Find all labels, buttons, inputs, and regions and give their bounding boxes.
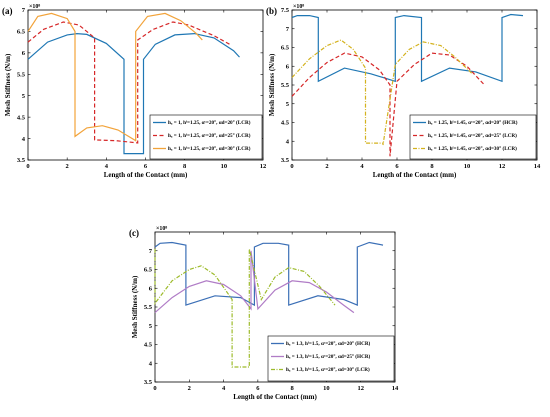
x-tick-label: 8 <box>430 163 434 170</box>
legend-box <box>149 114 263 160</box>
y-axis-label: Mesh Stiffness (N/m) <box>131 275 139 338</box>
series-line-3 <box>27 12 203 142</box>
x-tick-label: 10 <box>221 163 228 170</box>
series-line-1 <box>27 32 240 155</box>
y-axis-label: Mesh Stiffness (N/m) <box>4 53 12 116</box>
legend-entry: hₐ = 1.25, hᶠ=1.45, αᶜ=20°, αd=30° (LCR) <box>428 145 517 152</box>
series-line-3 <box>154 248 336 368</box>
x-tick-label: 10 <box>323 385 330 392</box>
y-tick-label: 6.5 <box>144 267 153 274</box>
x-tick-label: 4 <box>105 163 109 170</box>
legend-entry: hₐ = 1.3, hᶠ=1.5, αᶜ=20°, αd=20° (HCR) <box>286 340 371 347</box>
chart-panel-1 <box>27 9 264 161</box>
x-tick-label: 2 <box>66 163 69 170</box>
y-tick-label: 5.5 <box>281 82 290 89</box>
y-tick-label: 3.5 <box>144 379 153 386</box>
y-tick-label: 6 <box>22 50 26 57</box>
y-tick-label: 5 <box>22 93 26 100</box>
series-line-2 <box>291 52 485 157</box>
y-tick-label: 7 <box>22 7 26 14</box>
y-tick-label: 5.5 <box>17 71 26 78</box>
x-tick-label: 8 <box>183 163 187 170</box>
series-line-3 <box>291 39 473 146</box>
x-tick-label: 2 <box>188 385 191 392</box>
series-line-2 <box>154 250 355 314</box>
x-tick-label: 0 <box>290 163 293 170</box>
y-tick-label: 5 <box>149 323 153 330</box>
x-tick-label: 0 <box>153 385 156 392</box>
y-tick-label: 3.5 <box>17 157 26 164</box>
panel-label: (c) <box>129 228 139 238</box>
legend-entry: hₐ = 1.25, hᶠ=1.45, αᶜ=20°, αd=20° (HCR) <box>428 119 518 126</box>
series-line-1 <box>154 241 384 307</box>
legend-box <box>267 335 395 382</box>
legend-entry: hₐ = 1, hᶠ=1.25, αᶜ=20°, αd=20° (LCR) <box>168 119 251 126</box>
y-axis-label: Mesh Stiffness (N/m) <box>268 53 276 116</box>
y-tick-label: 4 <box>22 136 26 143</box>
y-exponent-label: ×10⁸ <box>293 4 304 10</box>
y-tick-label: 7 <box>286 26 290 33</box>
chart-panel-2 <box>291 9 538 161</box>
y-tick-label: 5.5 <box>144 304 153 311</box>
x-tick-label: 4 <box>360 163 364 170</box>
x-tick-label: 4 <box>222 385 226 392</box>
legend-entry: hₐ = 1.3, hᶠ=1.5, αᶜ=20°, αd=25° (HCR) <box>286 353 371 360</box>
x-tick-label: 6 <box>256 385 260 392</box>
x-tick-label: 0 <box>26 163 29 170</box>
panel-label: (b) <box>266 6 277 16</box>
y-tick-label: 4.5 <box>17 114 26 121</box>
x-tick-label: 6 <box>395 163 399 170</box>
series-line-1 <box>291 13 524 83</box>
legend-entry: hₐ = 1.3, hᶠ=1.5, αᶜ=20°, αd=30° (LCR) <box>286 366 370 373</box>
y-tick-label: 6.5 <box>281 45 290 52</box>
x-tick-label: 14 <box>392 385 399 392</box>
legend-box <box>409 114 537 160</box>
y-tick-label: 6 <box>149 285 153 292</box>
x-tick-label: 6 <box>144 163 148 170</box>
x-axis-label: Length of the Contact (mm) <box>373 171 457 179</box>
x-tick-label: 8 <box>291 385 295 392</box>
chart-panel-3 <box>154 231 396 383</box>
y-tick-label: 6 <box>286 63 290 70</box>
x-axis-label: Length of the Contact (mm) <box>233 393 317 401</box>
panel-label: (a) <box>2 6 13 16</box>
legend-entry: hₐ = 1.25, hᶠ=1.45, αᶜ=20°, αd=25° (LCR) <box>428 132 517 139</box>
legend-entry: hₐ = 1, hᶠ=1.25, αᶜ=20°, αd=30° (LCR) <box>168 145 251 152</box>
x-tick-label: 12 <box>260 163 267 170</box>
x-tick-label: 12 <box>357 385 364 392</box>
y-tick-label: 4 <box>286 138 290 145</box>
y-exponent-label: ×10⁸ <box>29 4 40 10</box>
y-tick-label: 4.5 <box>144 342 153 349</box>
y-tick-label: 7.5 <box>281 7 290 14</box>
y-exponent-label: ×10⁸ <box>156 226 167 232</box>
x-tick-label: 10 <box>464 163 471 170</box>
y-tick-label: 4 <box>149 360 153 367</box>
y-tick-label: 7 <box>149 248 153 255</box>
y-tick-label: 4.5 <box>281 120 290 127</box>
legend-entry: hₐ = 1, hᶠ=1.25, αᶜ=20°, αd=25° (LCR) <box>168 132 251 139</box>
x-tick-label: 2 <box>325 163 328 170</box>
x-axis-label: Length of the Contact (mm) <box>104 171 188 179</box>
y-tick-label: 6.5 <box>17 29 26 36</box>
y-tick-label: 3.5 <box>281 157 290 164</box>
y-tick-label: 5 <box>286 101 290 108</box>
x-tick-label: 12 <box>499 163 506 170</box>
x-tick-label: 14 <box>534 163 541 170</box>
